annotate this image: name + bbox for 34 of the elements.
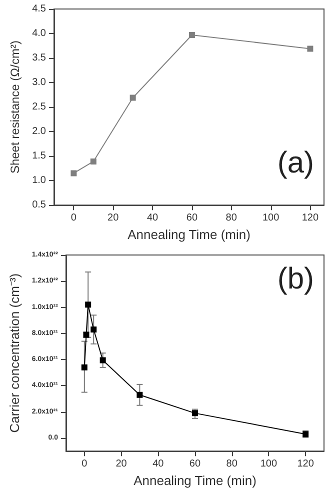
x-tick-label: 80: [226, 458, 238, 470]
x-tick-label: 80: [226, 212, 238, 224]
x-tick-label: 40: [146, 212, 159, 224]
x-tick-label: 100: [262, 212, 280, 224]
annotation: (a): [277, 146, 314, 180]
x-tick-label: 0: [70, 212, 77, 224]
x-axis-title: Annealing Time (min): [134, 473, 256, 488]
y-tick-label: 2.5: [32, 102, 46, 113]
x-tick-label: 60: [186, 212, 198, 224]
x-tick-label: 0: [82, 458, 88, 470]
point: [130, 94, 136, 101]
x-tick-label: 120: [297, 458, 314, 470]
y-tick-label: 2.0: [32, 126, 46, 138]
point: [90, 158, 96, 164]
y-tick-label: 3.5: [32, 52, 46, 64]
y-tick-label: 3.0: [32, 77, 46, 88]
y-axis-title: Sheet resistance (Ω/cm²): [8, 40, 22, 174]
x-tick-label: 20: [116, 458, 128, 470]
annotation: (b): [277, 262, 314, 296]
point: [188, 32, 195, 38]
x-tick-label: 120: [302, 212, 319, 224]
y-tick-label: 4.5: [32, 4, 46, 14]
x-tick-label: 40: [152, 458, 164, 470]
y-axis-title: Carrier concentration (cm⁻³): [7, 273, 22, 433]
x-tick-label: 60: [189, 458, 201, 470]
y-tick-label: 1.5: [32, 150, 46, 162]
y-tick-label: 1.0: [32, 175, 46, 186]
x-tick-label: 20: [108, 212, 120, 224]
y-tick-label: 4.0: [32, 28, 46, 40]
x-axis-title: Annealing Time (min): [128, 227, 250, 242]
x-tick-label: 100: [260, 458, 278, 470]
point: [307, 46, 314, 52]
y-tick-label: 0.5: [32, 200, 46, 211]
point: [70, 170, 77, 176]
